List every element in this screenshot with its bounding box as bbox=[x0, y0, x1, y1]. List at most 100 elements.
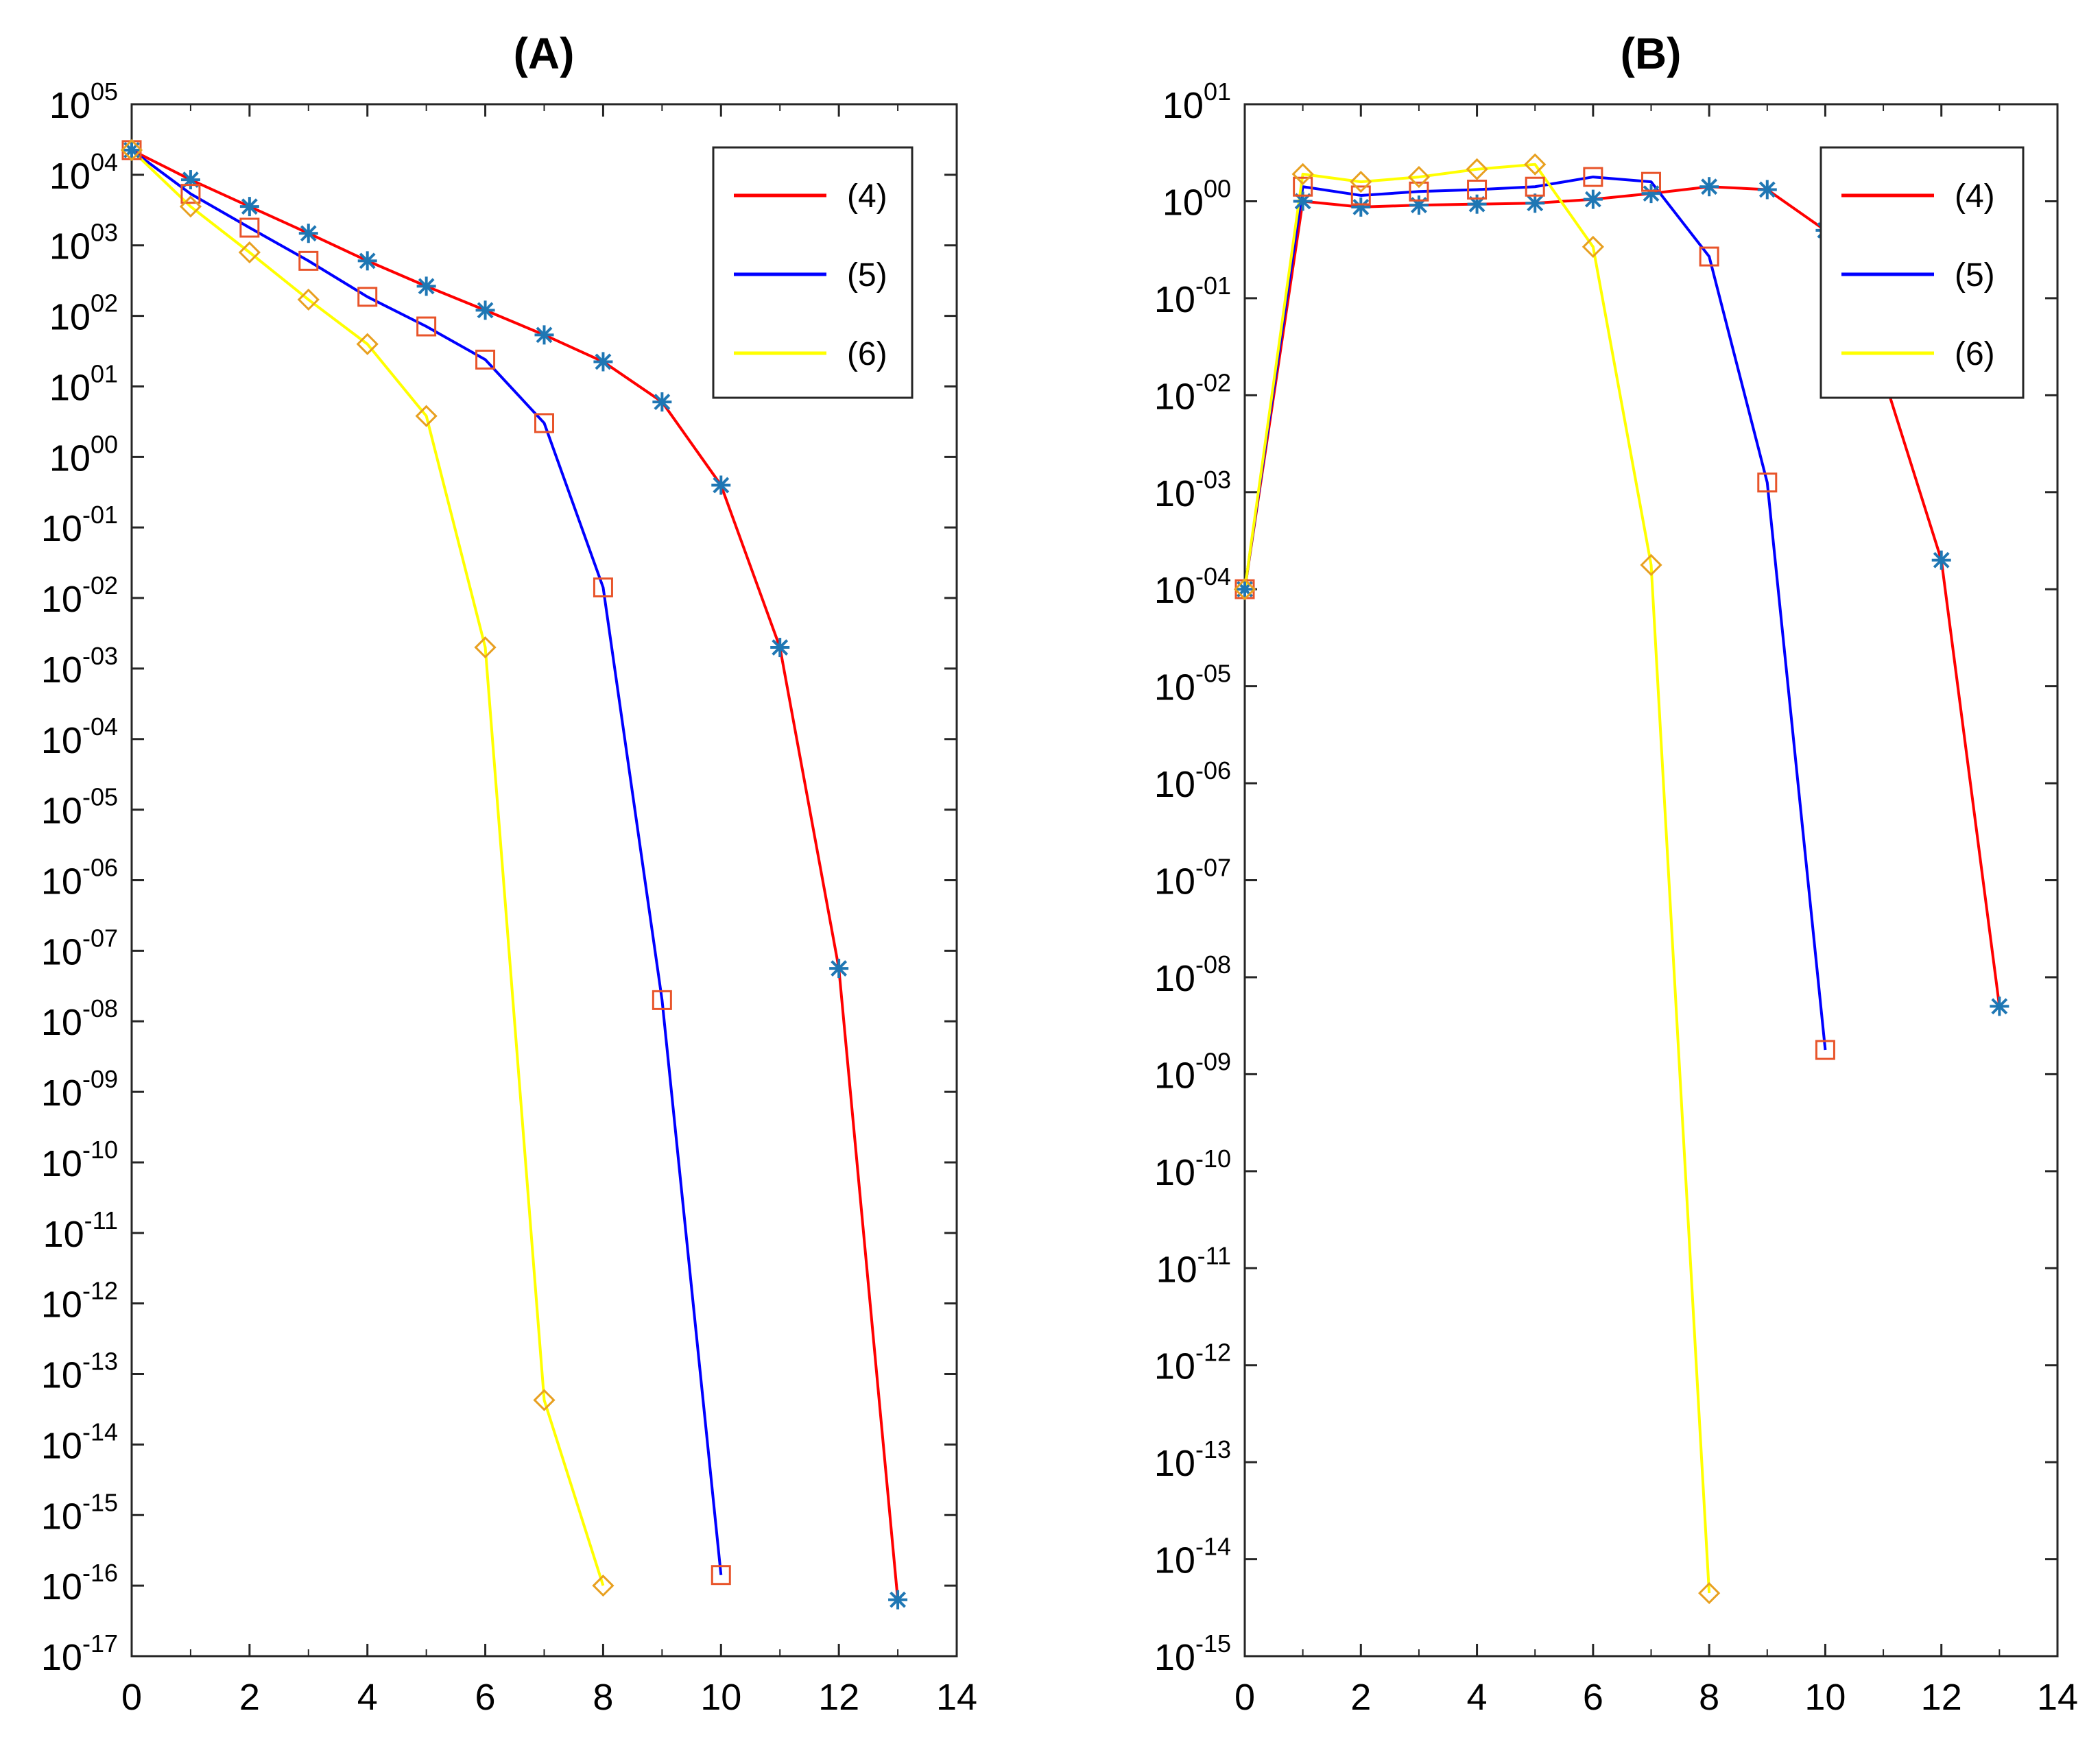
data-point-2 bbox=[297, 288, 320, 311]
legend: (4) (5) (6) bbox=[1819, 146, 2025, 399]
x-tick-label: 10 bbox=[700, 1677, 741, 1718]
data-point-1 bbox=[1409, 181, 1429, 202]
y-tick-label: 10-08 bbox=[41, 994, 118, 1043]
legend: (4) (5) (6) bbox=[712, 146, 914, 399]
y-tick-label: 10-02 bbox=[41, 571, 118, 620]
y-tick-label: 1001 bbox=[49, 359, 118, 408]
data-point-0 bbox=[1583, 189, 1603, 209]
x-tick-label: 0 bbox=[1234, 1677, 1255, 1718]
data-point-2 bbox=[1407, 165, 1431, 189]
data-point-2 bbox=[238, 241, 261, 264]
y-tick-label: 10-05 bbox=[41, 783, 118, 832]
x-tick-label: 12 bbox=[1921, 1677, 1962, 1718]
chart-title: (B) bbox=[1621, 29, 1682, 78]
data-point-0 bbox=[1467, 194, 1487, 214]
data-point-0 bbox=[652, 392, 672, 412]
y-tick-label: 1005 bbox=[49, 77, 118, 126]
legend-label: (4) bbox=[847, 178, 887, 215]
legend-label: (5) bbox=[847, 257, 887, 294]
y-tick-label: 10-12 bbox=[1154, 1339, 1231, 1387]
y-tick-label: 10-14 bbox=[41, 1418, 118, 1466]
data-point-1 bbox=[357, 287, 378, 307]
data-point-1 bbox=[534, 413, 554, 433]
y-tick-label: 10-03 bbox=[1154, 466, 1231, 514]
y-tick-label: 10-06 bbox=[1154, 756, 1231, 805]
y-tick-label: 10-13 bbox=[41, 1348, 118, 1396]
data-point-2 bbox=[1291, 163, 1314, 185]
data-point-1 bbox=[1583, 167, 1603, 187]
y-tick-label: 1003 bbox=[49, 219, 118, 267]
y-tick-label: 1001 bbox=[1162, 77, 1231, 126]
y-tick-label: 10-02 bbox=[1154, 368, 1231, 417]
x-tick-label: 10 bbox=[1804, 1677, 1846, 1718]
data-point-1 bbox=[1525, 176, 1545, 197]
data-point-2 bbox=[533, 1389, 556, 1411]
data-point-0 bbox=[180, 170, 200, 190]
x-tick-label: 0 bbox=[121, 1677, 142, 1718]
y-tick-label: 10-04 bbox=[41, 713, 118, 761]
y-tick-label: 1002 bbox=[49, 289, 118, 338]
data-point-0 bbox=[1641, 184, 1661, 204]
data-point-0 bbox=[1990, 996, 2009, 1016]
data-point-1 bbox=[475, 349, 496, 370]
data-point-0 bbox=[888, 1590, 908, 1610]
data-point-0 bbox=[829, 959, 849, 979]
y-tick-label: 10-01 bbox=[1154, 272, 1231, 320]
data-point-2 bbox=[1582, 235, 1604, 259]
y-tick-label: 10-10 bbox=[41, 1136, 118, 1184]
data-point-0 bbox=[1293, 191, 1313, 211]
data-point-0 bbox=[1235, 579, 1254, 599]
data-point-1 bbox=[593, 577, 613, 598]
y-tick-label: 10-15 bbox=[41, 1488, 118, 1537]
y-tick-label: 10-17 bbox=[41, 1629, 118, 1678]
legend-label: (5) bbox=[1955, 257, 1995, 294]
data-point-1 bbox=[1467, 179, 1488, 200]
x-tick-label: 8 bbox=[1699, 1677, 1719, 1718]
panel-b: (B) 0 2 4 6 8 10 12 14 1001 1000 10-01 10-02 10-03 10-… bbox=[1154, 29, 2078, 1718]
legend-label: (4) bbox=[1955, 178, 1995, 215]
data-point-0 bbox=[475, 300, 495, 320]
series-line-0 bbox=[131, 149, 900, 1600]
y-tick-label: 10-01 bbox=[41, 501, 118, 549]
data-point-0 bbox=[534, 325, 554, 345]
x-tick-label: 2 bbox=[1350, 1677, 1371, 1718]
data-point-1 bbox=[1757, 473, 1778, 493]
data-point-0 bbox=[1351, 197, 1371, 217]
data-point-2 bbox=[1640, 553, 1662, 576]
x-tick-label: 14 bbox=[2037, 1677, 2078, 1718]
data-point-0 bbox=[1409, 195, 1429, 215]
series-line-1 bbox=[130, 149, 723, 1575]
data-point-0 bbox=[357, 251, 377, 271]
y-tick-label: 10-09 bbox=[1154, 1047, 1231, 1096]
data-point-0 bbox=[298, 224, 318, 243]
y-tick-label: 10-11 bbox=[43, 1206, 118, 1255]
x-tick-label: 4 bbox=[357, 1677, 378, 1718]
data-point-2 bbox=[415, 405, 438, 427]
data-point-2 bbox=[1698, 1581, 1721, 1605]
data-point-0 bbox=[416, 276, 436, 296]
x-tick-label: 2 bbox=[239, 1677, 260, 1718]
y-tick-label: 10-09 bbox=[41, 1065, 118, 1114]
chart-title: (A) bbox=[514, 29, 575, 78]
y-tick-label: 10-13 bbox=[1154, 1435, 1231, 1484]
data-point-2 bbox=[179, 195, 202, 218]
x-tick-label: 4 bbox=[1467, 1677, 1488, 1718]
y-tick-label: 10-12 bbox=[41, 1277, 118, 1326]
data-point-1 bbox=[1699, 246, 1719, 267]
y-tick-label: 10-08 bbox=[1154, 950, 1231, 999]
data-point-1 bbox=[416, 316, 437, 337]
panel-a: (A) 0 2 4 6 8 10 12 14 1005 1004 1003 1002 1001 1000 10… bbox=[41, 29, 977, 1718]
data-point-2 bbox=[474, 636, 497, 659]
data-point-1 bbox=[1815, 1040, 1835, 1060]
data-point-2 bbox=[356, 333, 379, 355]
y-tick-label: 1000 bbox=[1162, 174, 1231, 223]
y-tick-label: 10-05 bbox=[1154, 660, 1231, 708]
data-point-2 bbox=[120, 139, 143, 161]
data-point-2 bbox=[1233, 578, 1256, 601]
y-tick-label: 10-15 bbox=[1154, 1629, 1231, 1678]
x-tick-label: 6 bbox=[475, 1677, 496, 1718]
data-point-1 bbox=[711, 1565, 731, 1586]
data-point-0 bbox=[593, 352, 613, 372]
